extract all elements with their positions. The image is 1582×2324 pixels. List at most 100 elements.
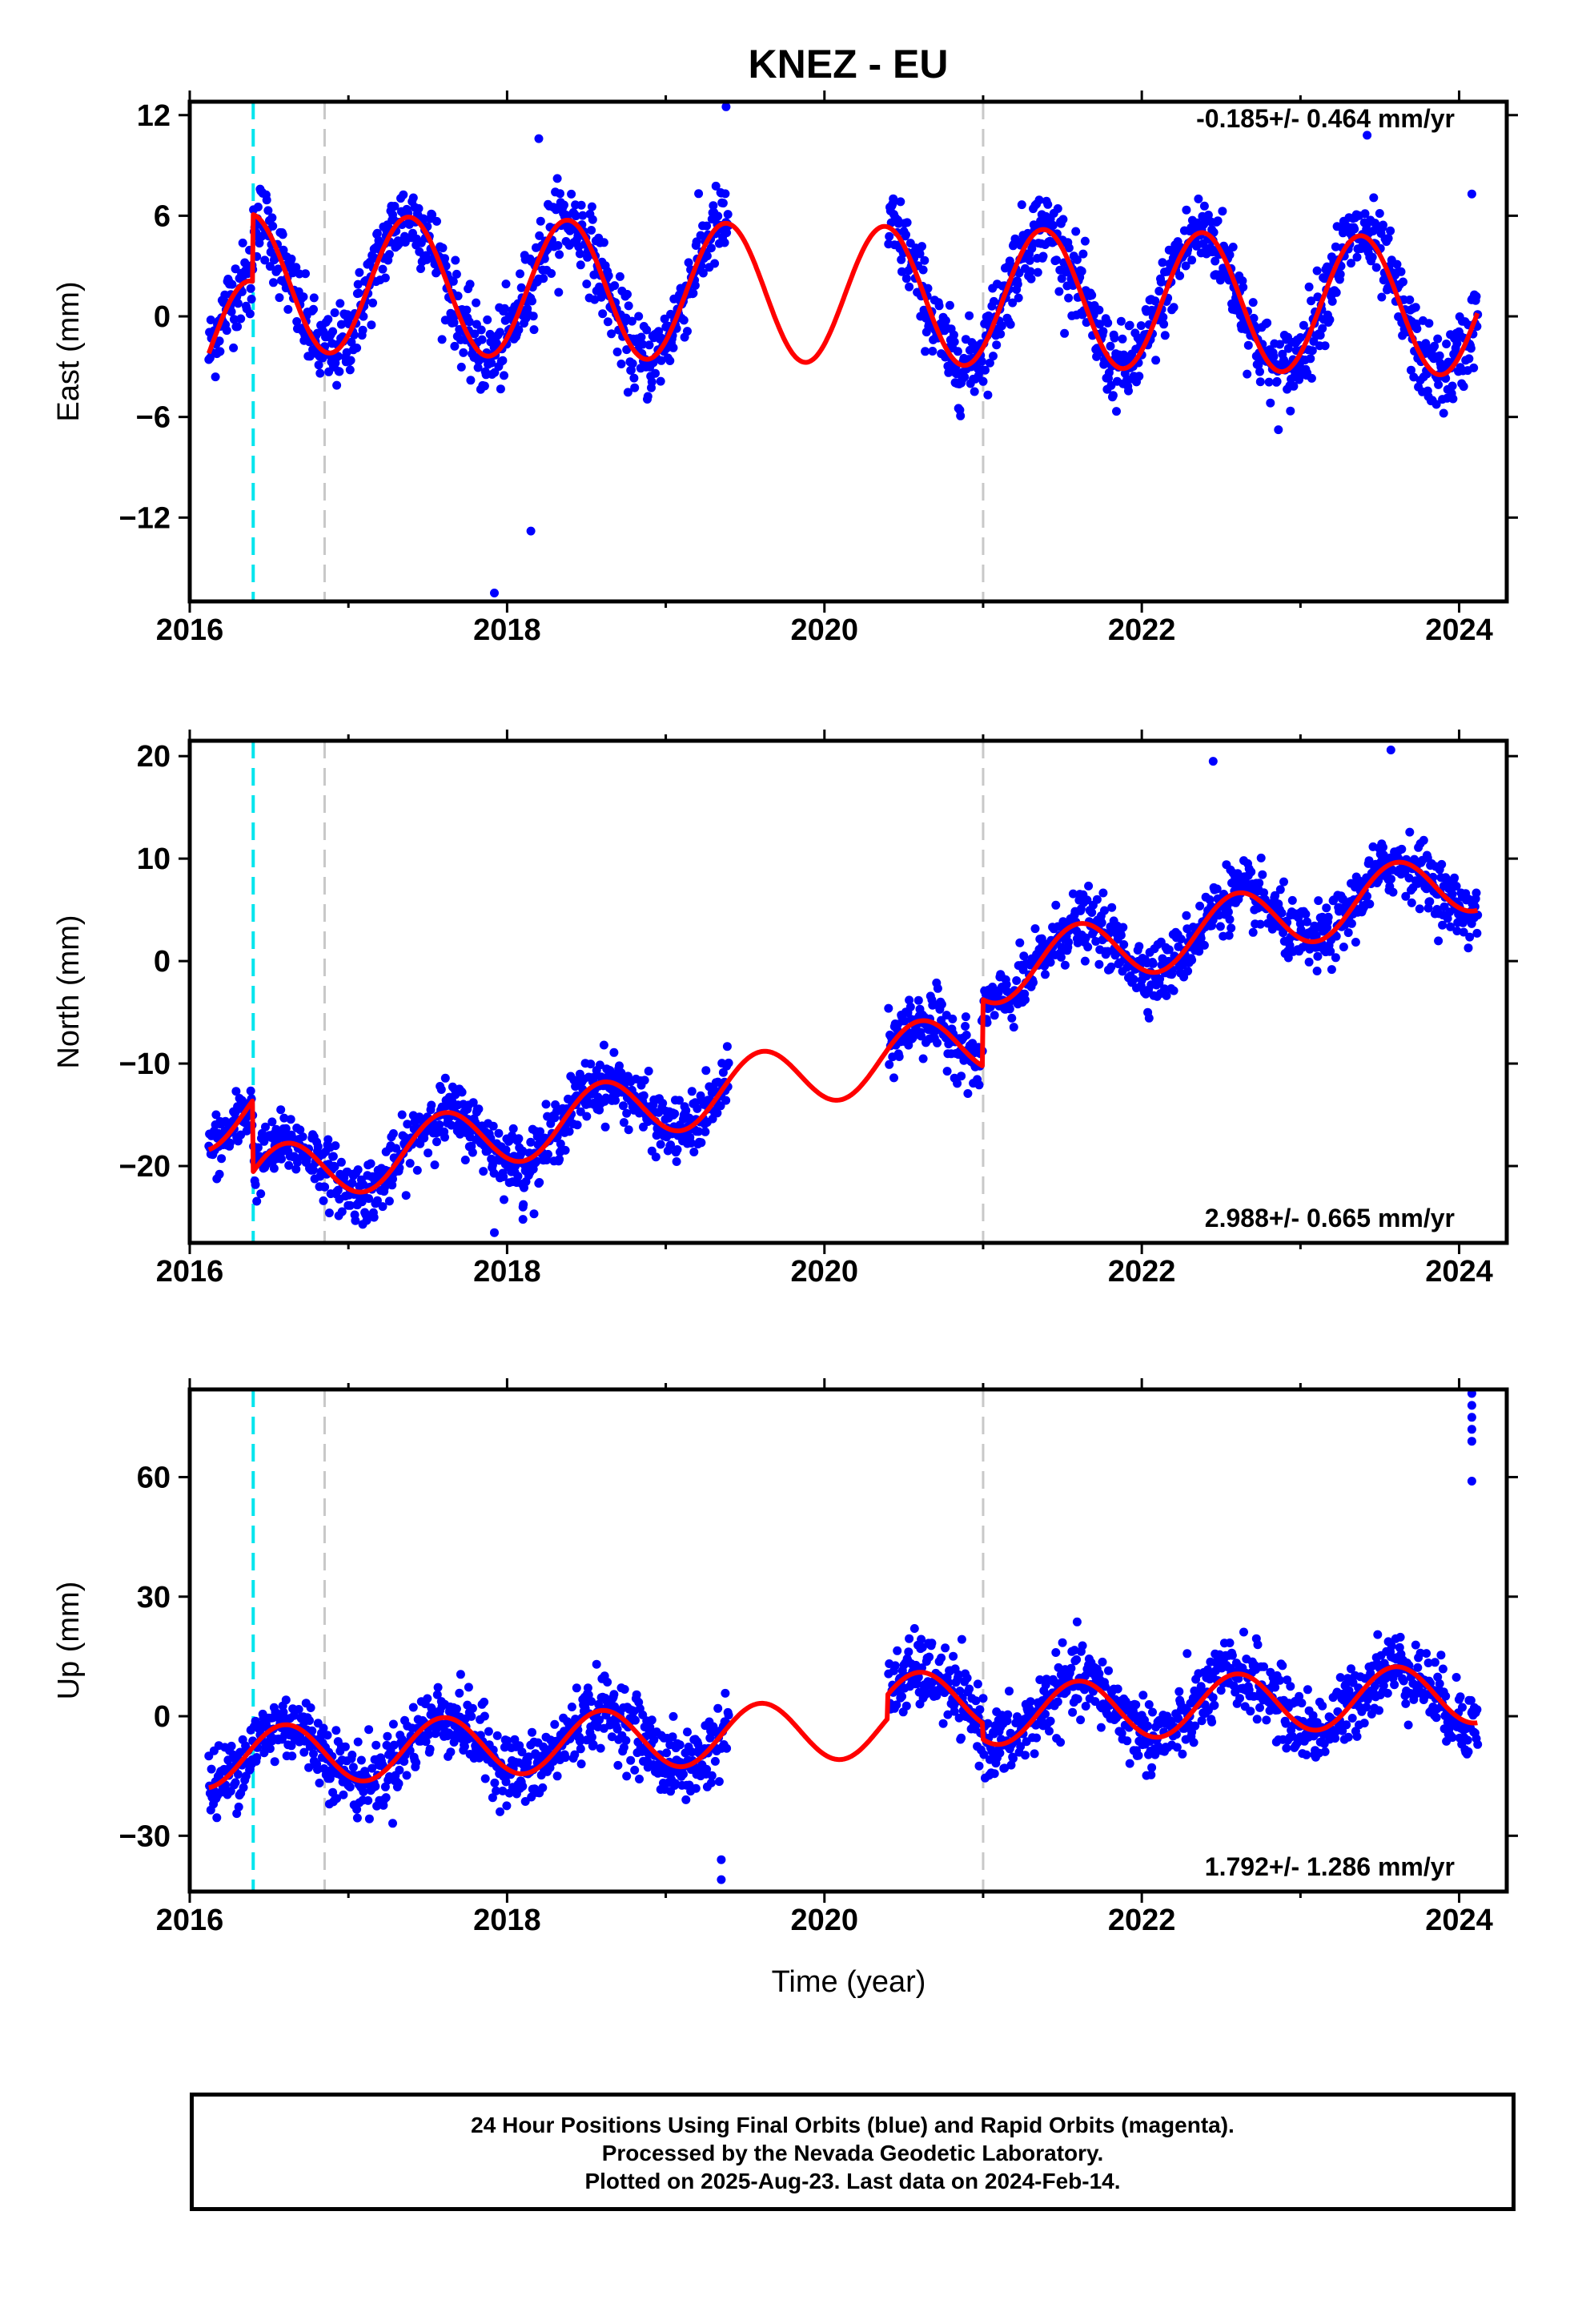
data-point xyxy=(681,1795,691,1804)
data-point xyxy=(638,340,648,349)
data-point xyxy=(490,1778,500,1787)
data-point xyxy=(532,1156,541,1166)
plot-frame xyxy=(187,99,1509,604)
data-point xyxy=(309,1165,318,1175)
data-point xyxy=(1095,320,1105,329)
data-point xyxy=(467,1711,476,1721)
data-point xyxy=(1256,853,1266,862)
data-point xyxy=(600,1122,610,1132)
data-point xyxy=(359,1787,368,1796)
data-point xyxy=(572,1120,582,1130)
data-point xyxy=(658,1099,668,1108)
data-point xyxy=(599,1040,608,1050)
data-point xyxy=(480,1774,490,1783)
data-point xyxy=(1279,877,1288,887)
data-point xyxy=(1375,209,1384,218)
data-point xyxy=(626,1755,636,1765)
data-point xyxy=(1407,365,1415,375)
data-point xyxy=(1017,200,1026,210)
data-point xyxy=(1019,951,1029,961)
data-point xyxy=(347,1178,357,1188)
data-point xyxy=(666,1140,676,1150)
data-point xyxy=(405,1159,415,1168)
data-point xyxy=(713,211,723,221)
data-point xyxy=(1405,296,1415,304)
data-point xyxy=(970,387,979,396)
data-point xyxy=(556,189,564,199)
data-point xyxy=(723,210,733,219)
data-point xyxy=(953,347,962,356)
data-points xyxy=(204,1389,1483,1884)
data-point xyxy=(1187,955,1197,965)
data-point xyxy=(1183,967,1193,976)
data-point xyxy=(1343,928,1353,938)
data-point xyxy=(662,1748,672,1758)
data-point xyxy=(480,1711,489,1721)
data-point xyxy=(309,293,319,303)
data-point xyxy=(622,345,632,355)
data-point xyxy=(918,265,928,275)
data-point xyxy=(262,195,271,205)
data-point xyxy=(422,255,432,264)
data-point xyxy=(917,1031,926,1041)
data-point xyxy=(1304,282,1314,292)
data-point xyxy=(567,1703,576,1711)
data-point xyxy=(1452,927,1462,935)
data-point xyxy=(400,238,410,247)
data-point xyxy=(1469,363,1479,372)
data-point xyxy=(499,1172,508,1181)
data-point xyxy=(306,1703,315,1712)
data-point xyxy=(1078,249,1088,259)
data-point xyxy=(1255,879,1264,888)
data-point xyxy=(1077,267,1086,276)
data-point xyxy=(466,376,476,385)
data-point xyxy=(1003,1710,1013,1719)
data-point xyxy=(1006,320,1015,329)
data-point xyxy=(496,328,504,337)
x-tick-label: 2024 xyxy=(1425,613,1493,647)
data-point xyxy=(408,193,418,203)
data-point xyxy=(428,210,437,219)
x-tick-label: 2020 xyxy=(790,613,858,647)
data-point xyxy=(1169,986,1178,995)
data-point-outlier xyxy=(534,134,544,143)
data-point xyxy=(917,242,926,251)
data-point xyxy=(884,1003,893,1013)
data-point xyxy=(1112,407,1121,416)
data-point xyxy=(1264,377,1274,387)
data-point xyxy=(915,249,925,259)
data-point xyxy=(1197,1716,1207,1726)
data-point xyxy=(1000,1763,1010,1773)
data-point xyxy=(1125,1759,1134,1768)
data-point xyxy=(291,1164,301,1174)
data-point xyxy=(364,1194,374,1204)
data-point xyxy=(470,329,480,339)
data-point xyxy=(352,344,362,352)
data-point xyxy=(636,332,646,342)
data-point xyxy=(1452,339,1462,348)
data-point xyxy=(576,1759,586,1769)
data-point xyxy=(721,1688,730,1698)
data-point xyxy=(702,251,712,261)
data-point xyxy=(253,1143,263,1152)
data-point xyxy=(624,301,633,311)
data-point xyxy=(1064,938,1074,947)
data-point xyxy=(1097,918,1106,927)
data-point xyxy=(1343,1732,1353,1742)
data-point xyxy=(239,1783,248,1792)
data-point xyxy=(251,1180,260,1189)
data-point xyxy=(1258,870,1267,879)
data-point xyxy=(1030,1749,1039,1759)
data-point xyxy=(890,1661,900,1671)
data-point xyxy=(323,315,333,324)
data-point xyxy=(281,1695,291,1705)
data-point xyxy=(388,1129,398,1138)
data-point xyxy=(1464,943,1473,953)
data-point xyxy=(315,1779,324,1787)
data-point xyxy=(1164,945,1174,955)
data-point xyxy=(1098,327,1108,336)
data-point xyxy=(889,1073,898,1083)
data-point xyxy=(231,1087,241,1096)
data-point xyxy=(587,226,596,235)
data-point xyxy=(971,1696,981,1706)
